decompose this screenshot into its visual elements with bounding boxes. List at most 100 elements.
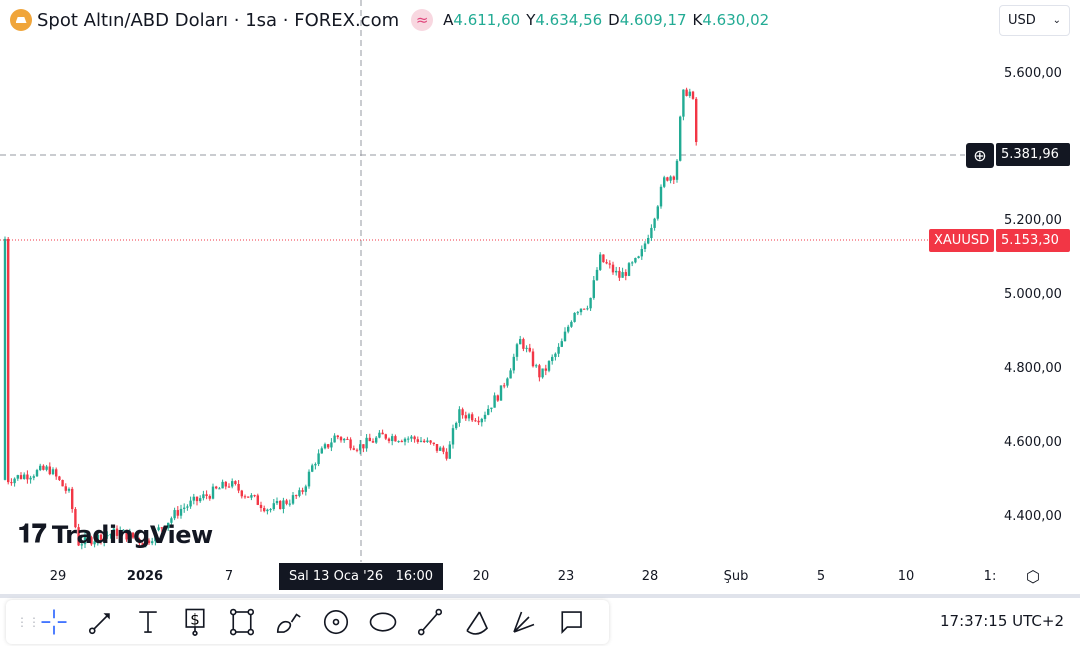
candle-body: [387, 438, 391, 442]
candle-body: [602, 254, 605, 263]
candle-body: [275, 501, 279, 504]
candle-body: [39, 465, 42, 471]
candle-body: [317, 453, 320, 465]
candle-body: [365, 437, 368, 449]
candle-body: [320, 448, 323, 454]
fib-fan-tool-icon[interactable]: [500, 604, 547, 640]
candle-body: [119, 530, 122, 536]
candle-body: [346, 438, 349, 440]
candle-body: [240, 490, 243, 497]
candle-body: [499, 385, 503, 401]
candle-body: [515, 344, 519, 357]
candle-body: [675, 160, 679, 180]
arc-tool-icon[interactable]: [453, 604, 500, 640]
clock: 17:37:15 UTC+2: [940, 612, 1064, 630]
candle-body: [560, 341, 563, 347]
candle-body: [179, 508, 183, 516]
symbol-title[interactable]: Spot Altın/ABD Doları · 1sa · FOREX.com: [37, 9, 400, 31]
rectangle-tool-icon[interactable]: [218, 604, 265, 640]
candle-body: [695, 98, 698, 143]
candle-body: [55, 469, 58, 477]
currency-label: USD: [1008, 13, 1036, 28]
candle-body: [327, 444, 330, 448]
candle-body: [419, 440, 423, 442]
candle-body: [336, 435, 339, 438]
candle-body: [653, 218, 656, 228]
candle-body: [291, 495, 295, 504]
price-label-tool-icon[interactable]: $: [171, 604, 218, 640]
text-tool-icon[interactable]: [124, 604, 171, 640]
candle-body: [247, 496, 250, 498]
candle-body: [205, 494, 208, 497]
candle-body: [445, 451, 448, 459]
candle-body: [640, 249, 643, 257]
candle-body: [643, 243, 647, 250]
brush-tool-icon[interactable]: [265, 604, 312, 640]
drag-handle-icon[interactable]: ⋮⋮: [16, 615, 40, 629]
candle-body: [599, 254, 602, 270]
candle-body: [183, 507, 186, 509]
price-chart[interactable]: [0, 0, 1080, 600]
candle-body: [163, 528, 167, 530]
line-tool-icon[interactable]: [406, 604, 453, 640]
ohlc-open: A4.611,60: [443, 11, 521, 29]
candle-body: [103, 536, 106, 542]
candle-body: [634, 257, 637, 263]
crosshair-tool-icon[interactable]: [30, 604, 77, 640]
candle-body: [362, 444, 365, 449]
candle-body: [391, 436, 394, 442]
candle-body: [589, 297, 592, 309]
candle-body: [682, 89, 685, 117]
candle-body: [355, 449, 359, 451]
candle-body: [637, 256, 640, 258]
candle-body: [96, 534, 99, 542]
add-alert-button[interactable]: ⊕: [966, 143, 994, 168]
candle-body: [394, 436, 397, 442]
circle-tool-icon[interactable]: [312, 604, 359, 640]
candle-body: [439, 447, 442, 451]
candle-body: [407, 438, 410, 440]
candle-body: [339, 437, 343, 441]
settings-icon[interactable]: ⬡: [1026, 567, 1040, 586]
candle-body: [227, 486, 231, 488]
ellipse-tool-icon[interactable]: [359, 604, 406, 640]
candle-body: [647, 237, 650, 244]
currency-select[interactable]: USD ⌄: [999, 5, 1070, 36]
candle-body: [58, 476, 61, 480]
candle-body: [538, 365, 541, 378]
candle-body: [429, 440, 432, 443]
candle-body: [311, 465, 314, 472]
candle-body: [144, 540, 147, 546]
candle-body: [221, 481, 224, 489]
candle-body: [93, 541, 96, 545]
candle-body: [541, 368, 544, 378]
candle-body: [330, 442, 333, 448]
candle-body: [259, 504, 263, 509]
candle-body: [176, 510, 179, 516]
candle-body: [128, 532, 131, 540]
candle-body: [509, 370, 512, 379]
candle-body: [480, 418, 483, 423]
candle-body: [71, 488, 74, 510]
candle-body: [99, 534, 103, 542]
candle-body: [352, 448, 355, 450]
candle-body: [467, 414, 471, 419]
candle-body: [147, 540, 151, 544]
symbol-header: Spot Altın/ABD Doları · 1sa · FOREX.com …: [10, 8, 775, 32]
candle-body: [51, 469, 55, 475]
ohlc-low: D4.609,17: [608, 11, 687, 29]
candle-body: [253, 495, 256, 497]
candle-body: [426, 440, 429, 443]
candle-body: [231, 481, 234, 487]
candle-body: [272, 503, 275, 510]
price-label: 4.800,00: [1004, 361, 1062, 376]
candle-body: [528, 347, 531, 352]
candle-body: [74, 509, 77, 528]
candle-body: [202, 494, 205, 499]
market-status-icon[interactable]: ≈: [411, 9, 434, 31]
candle-body: [16, 475, 19, 479]
callout-tool-icon[interactable]: [547, 604, 594, 640]
candle-body: [663, 177, 666, 187]
trend-line-tool-icon[interactable]: [77, 604, 124, 640]
candle-body: [269, 509, 272, 511]
